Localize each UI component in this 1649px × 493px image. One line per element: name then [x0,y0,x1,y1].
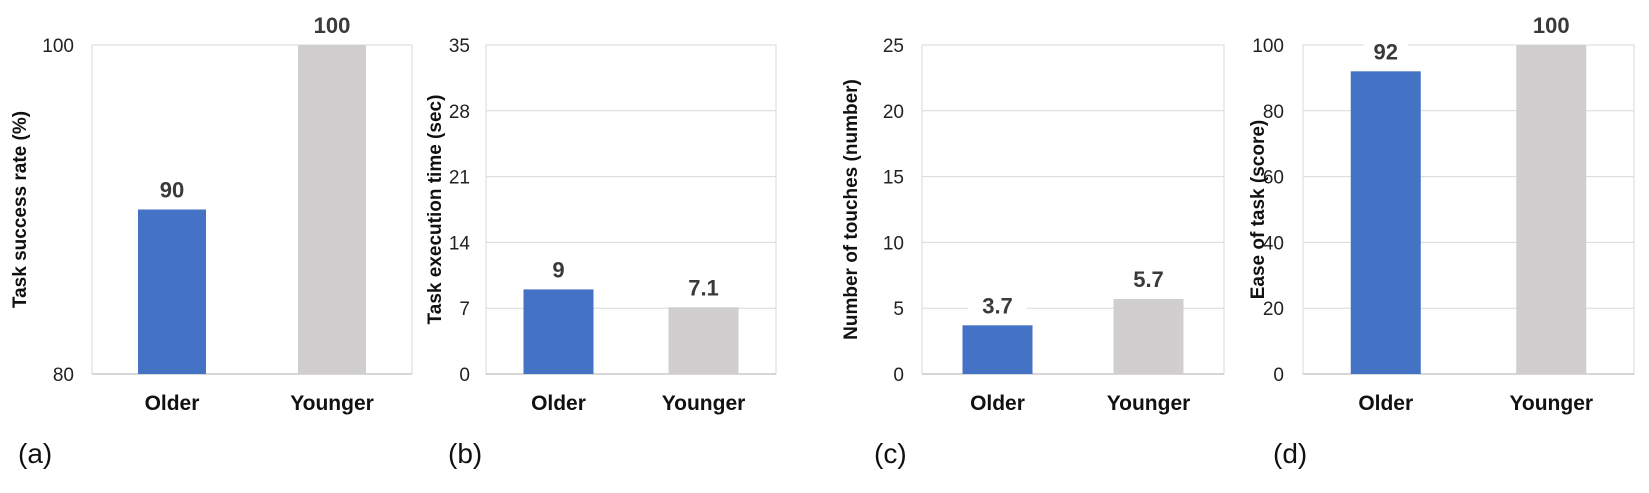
data-label-bg [150,175,194,204]
y-tick-label: 60 [1263,168,1284,189]
bar-older [138,209,206,374]
y-axis-label: Number of touches (number) [841,79,862,340]
x-category-label: Older [1358,392,1413,415]
y-tick-label: 20 [883,102,904,123]
y-tick-label: 7 [459,299,470,320]
chart-panel-4: 0 20 40 60 80 100 92 Older 100 Younger Ease of tas… [1248,11,1635,469]
chart-panel-2: 0 7 14 21 28 35 9 Older 7.1 Younger Task execution… [425,36,777,469]
data-label-bg [674,273,733,302]
data-label-bg [543,255,574,284]
x-category-label: Older [531,392,586,415]
x-category-label: Younger [1509,392,1593,415]
data-label-bg [1119,264,1178,293]
y-tick-label: 28 [449,102,470,123]
y-tick-label: 80 [53,365,74,386]
bar-older [523,289,594,374]
data-label-younger: 100 [1533,13,1570,38]
y-tick-label: 100 [42,36,74,57]
bar-younger [668,307,739,374]
y-axis-label: Task success rate (%) [10,111,31,308]
bar-younger [298,45,366,374]
y-tick-label: 0 [459,365,470,386]
bar-younger [1113,298,1184,374]
panel-label: (a) [18,438,52,469]
y-axis-label: Ease of task (score) [1248,120,1269,300]
chart-panel-3: 0 5 10 15 20 25 3.7 Older 5.7 Younger Number of to… [841,36,1225,469]
y-tick-label: 0 [1273,365,1284,386]
y-tick-label: 5 [893,299,904,320]
x-category-label: Younger [1107,392,1191,415]
x-category-label: Younger [662,392,746,415]
y-tick-label: 21 [449,168,470,189]
data-label-bg [303,11,361,39]
data-label-bg [968,291,1027,320]
y-tick-label: 20 [1263,299,1284,320]
chart-panel-1: 80 100 90 Older 100 Younger Task success rate … [10,11,413,469]
data-label-younger: 7.1 [688,275,719,300]
data-label-younger: 5.7 [1133,267,1164,292]
y-tick-label: 0 [893,365,904,386]
bar-older [962,325,1033,374]
y-tick-label: 80 [1263,102,1284,123]
y-tick-label: 15 [883,168,904,189]
y-tick-label: 10 [883,233,904,254]
data-label-bg [1363,37,1408,66]
data-label-older: 9 [552,257,564,282]
data-label-younger: 100 [314,13,351,38]
y-tick-label: 40 [1263,233,1284,254]
data-label-older: 3.7 [982,293,1013,318]
data-label-older: 92 [1374,39,1398,64]
y-tick-label: 35 [449,36,470,57]
x-category-label: Younger [290,392,374,415]
bar-younger [1516,45,1587,374]
panel-label: (b) [448,438,482,469]
panel-label: (d) [1273,438,1307,469]
data-label-older: 90 [160,178,184,203]
data-label-bg [1522,11,1581,39]
y-tick-label: 25 [883,36,904,57]
bar-older [1350,71,1421,374]
x-category-label: Older [145,392,200,415]
y-tick-label: 100 [1252,36,1284,57]
panel-label: (c) [874,438,907,469]
y-axis-label: Task execution time (sec) [425,95,446,325]
y-tick-label: 14 [449,233,471,254]
x-category-label: Older [970,392,1025,415]
